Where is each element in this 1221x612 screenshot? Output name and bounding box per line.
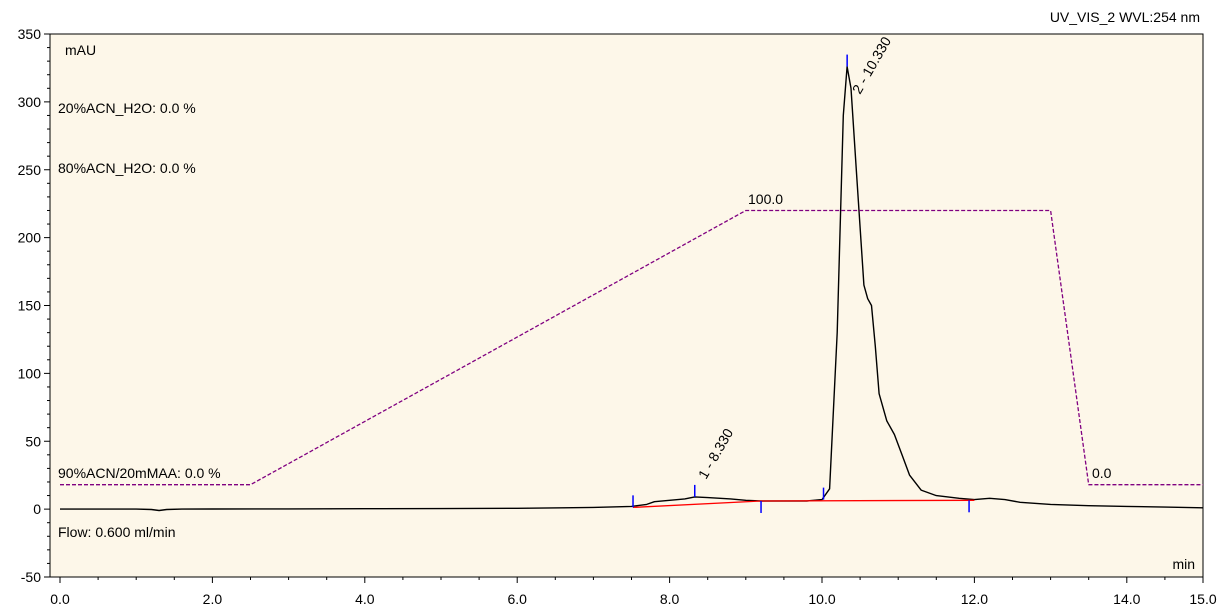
y-tick-label: 200: [18, 230, 42, 246]
plot-area: [49, 33, 1204, 578]
x-tick-label: 12.0: [961, 591, 988, 607]
x-tick-label: 6.0: [507, 591, 527, 607]
x-tick-label: 15.0: [1189, 591, 1216, 607]
x-axis-unit: min: [1172, 556, 1195, 572]
gradient-top-label: 100.0: [748, 191, 783, 207]
y-tick-label: 250: [18, 162, 42, 178]
eluent-3-label: 90%ACN/20mMAA: 0.0 %: [58, 465, 221, 481]
y-tick-label: -50: [21, 569, 41, 585]
chart-title: UV_VIS_2 WVL:254 nm: [1050, 9, 1200, 25]
gradient-bottom-label: 0.0: [1092, 465, 1112, 481]
y-tick-label: 350: [18, 26, 42, 42]
eluent-2-label: 80%ACN_H2O: 0.0 %: [58, 160, 196, 176]
gradient-program-line: [60, 209, 1203, 486]
y-tick-label: 100: [18, 365, 42, 381]
y-tick-label: 300: [18, 94, 42, 110]
y-tick-label: 150: [18, 298, 42, 314]
y-tick-label: 50: [25, 433, 41, 449]
absorbance-trace: [60, 65, 1204, 512]
x-tick-label: 0.0: [50, 591, 70, 607]
x-tick-label: 4.0: [355, 591, 375, 607]
y-tick-label: 0: [33, 501, 41, 517]
x-tick-label: 8.0: [660, 591, 680, 607]
x-tick-label: 14.0: [1113, 591, 1140, 607]
x-tick-label: 10.0: [808, 591, 835, 607]
y-axis-unit: mAU: [65, 42, 96, 58]
flow-label: Flow: 0.600 ml/min: [58, 524, 175, 540]
x-tick-label: 2.0: [203, 591, 223, 607]
eluent-1-label: 20%ACN_H2O: 0.0 %: [58, 100, 196, 116]
